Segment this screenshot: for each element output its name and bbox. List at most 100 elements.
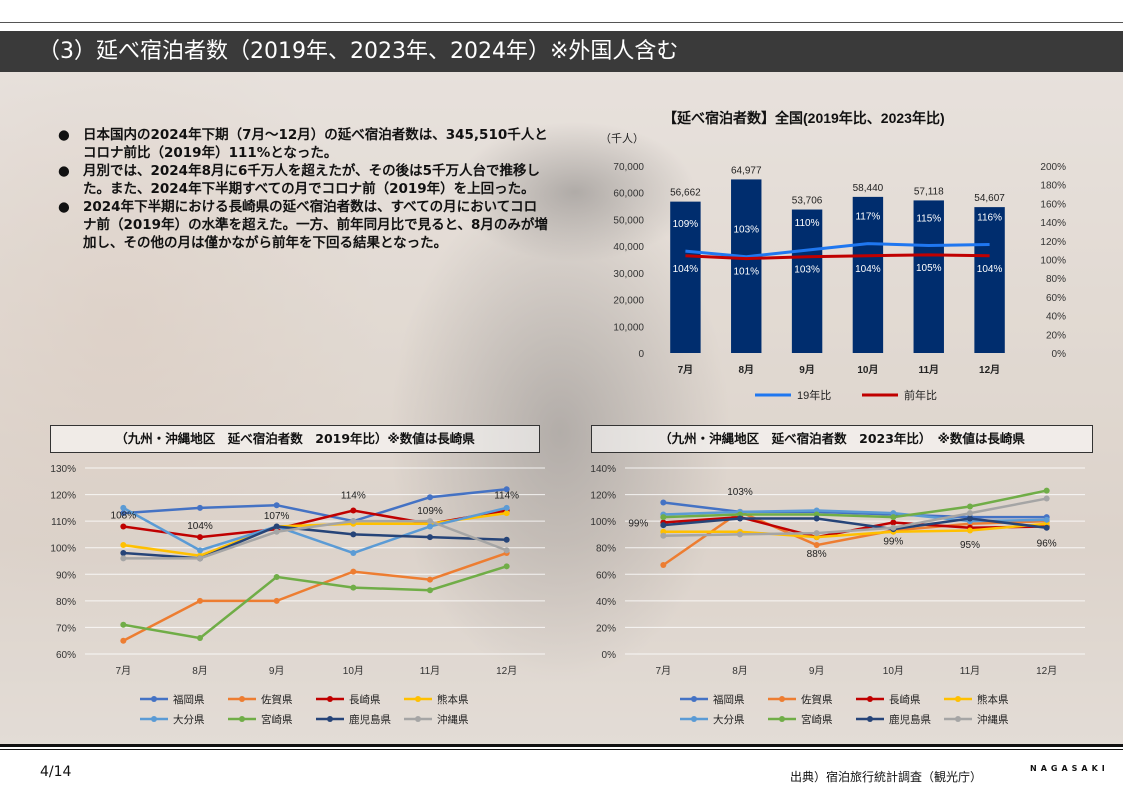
nagasaki-value-label: 99% — [628, 518, 648, 529]
y-tick-label: 0 — [638, 349, 644, 360]
x-tick-label: 8月 — [192, 665, 208, 677]
series-point — [427, 534, 433, 541]
series-point — [350, 507, 357, 514]
y-tick-label: 0% — [602, 650, 617, 661]
series-point — [890, 519, 897, 526]
page-number: 4/14 — [40, 764, 72, 780]
legend-label: 熊本県 — [437, 693, 469, 706]
series-point — [197, 635, 203, 642]
series-point — [197, 555, 203, 562]
series-point — [660, 522, 667, 529]
ratio-label: 116% — [977, 213, 1002, 224]
series-point — [120, 550, 127, 557]
series-point — [503, 536, 510, 543]
y-tick-label: 70,000 — [613, 162, 644, 173]
legend-marker — [415, 716, 421, 722]
legend-marker — [779, 696, 785, 702]
ratio-label: 117% — [855, 212, 880, 223]
series-point — [890, 524, 897, 531]
x-tick-label: 8月 — [732, 665, 748, 677]
legend-label: 宮崎県 — [261, 713, 293, 726]
series-point — [737, 515, 743, 522]
series-point — [273, 573, 280, 580]
legend-label: 福岡県 — [713, 693, 745, 706]
legend-label: 沖縄県 — [437, 713, 469, 726]
y-tick-label: 120% — [590, 491, 616, 502]
series-point — [660, 561, 667, 568]
series-point — [120, 510, 127, 517]
legend-marker — [867, 696, 873, 702]
national-chart: （千人） 0 10,000 20,000 30,000 40,000 50,000 60,00… — [600, 132, 1066, 402]
y-tick-label: 80% — [596, 544, 616, 555]
x-tick-label: 12月 — [1036, 665, 1057, 677]
legend-marker — [239, 716, 245, 722]
legend-label: 大分県 — [713, 713, 745, 726]
footer-rule-thin — [0, 749, 1123, 750]
nagasaki-value-label: 114% — [494, 491, 519, 502]
series-line — [685, 253, 990, 261]
y2-tick-label: 160% — [1040, 199, 1066, 210]
series-point — [120, 523, 127, 530]
y2-tick-label: 120% — [1040, 237, 1066, 248]
bar — [731, 179, 762, 353]
nagasaki-value-label: 95% — [960, 540, 980, 551]
legend-marker — [151, 696, 157, 702]
nagasaki-value-label: 103% — [727, 487, 753, 498]
series-point — [120, 504, 127, 511]
page-title: （3）延べ宿泊者数（2019年、2023年、2024年）※外国人含む — [38, 39, 679, 64]
bar-value-label: 53,706 — [792, 196, 823, 207]
x-tick-label: 9月 — [809, 665, 825, 677]
bar-value-label: 57,118 — [914, 186, 944, 197]
y-tick-label: 130% — [50, 464, 76, 475]
bar-value-label: 54,607 — [974, 193, 1005, 204]
national-chart-title: 【延べ宿泊者数】全国(2019年比、2023年比) — [663, 110, 945, 126]
legend-marker — [327, 696, 333, 702]
y2-tick-label: 80% — [1046, 274, 1066, 285]
kyushu-2019-chart: 60% 70% 80% 90% 100% 110% 120% 130% 7月 8月 9月 10月 11月… — [50, 464, 545, 726]
ratio-label: 105% — [916, 263, 942, 274]
series-point — [197, 597, 203, 604]
legend-label: 鹿児島県 — [349, 713, 391, 726]
legend-marker — [239, 696, 245, 702]
bar — [791, 209, 823, 353]
y-tick-label: 30,000 — [613, 269, 644, 280]
series-point — [197, 534, 203, 541]
nagasaki-logo: NAGASAKI — [1030, 764, 1109, 773]
x-tick-label: 12月 — [979, 364, 1000, 376]
series-point — [967, 527, 973, 534]
y-tick-label: 10,000 — [613, 322, 644, 333]
legend-label: 佐賀県 — [801, 693, 833, 706]
legend-label: 鹿児島県 — [889, 713, 931, 726]
footer-rule — [0, 744, 1123, 747]
bullet-marker: ● — [58, 199, 70, 215]
ratio-label: 104% — [977, 264, 1003, 275]
ratio-label: 101% — [733, 267, 759, 278]
legend-label: 前年比 — [904, 388, 937, 402]
unit-label: （千人） — [600, 132, 644, 145]
series-point — [503, 547, 510, 554]
series-line — [663, 501, 1047, 519]
nagasaki-value-label: 104% — [187, 521, 213, 532]
x-tick-label: 12月 — [496, 665, 517, 677]
x-tick-label: 9月 — [269, 665, 285, 677]
ratio-label: 104% — [673, 264, 699, 275]
nagasaki-value-label: 96% — [1037, 538, 1057, 549]
ratio-label: 104% — [855, 264, 881, 275]
series-point — [120, 542, 127, 549]
ratio-label: 115% — [916, 213, 941, 224]
legend-marker — [327, 716, 333, 722]
background-photo — [0, 72, 1123, 744]
nagasaki-value-label: 114% — [341, 491, 366, 502]
series-point — [1043, 524, 1050, 531]
y-tick-label: 50,000 — [613, 215, 644, 226]
legend-label: 長崎県 — [349, 693, 381, 706]
series-point — [350, 550, 357, 557]
series-line — [123, 519, 508, 560]
series-point — [503, 563, 510, 570]
bar-value-label: 64,977 — [731, 165, 762, 176]
bullet-item: ● 日本国内の2024年下期（7月～12月）の延べ宿泊者数は、345,510千人と… — [58, 126, 548, 162]
series-point — [967, 510, 973, 517]
legend-marker — [955, 696, 961, 702]
legend-marker — [691, 696, 697, 702]
y2-tick-label: 40% — [1046, 312, 1066, 323]
